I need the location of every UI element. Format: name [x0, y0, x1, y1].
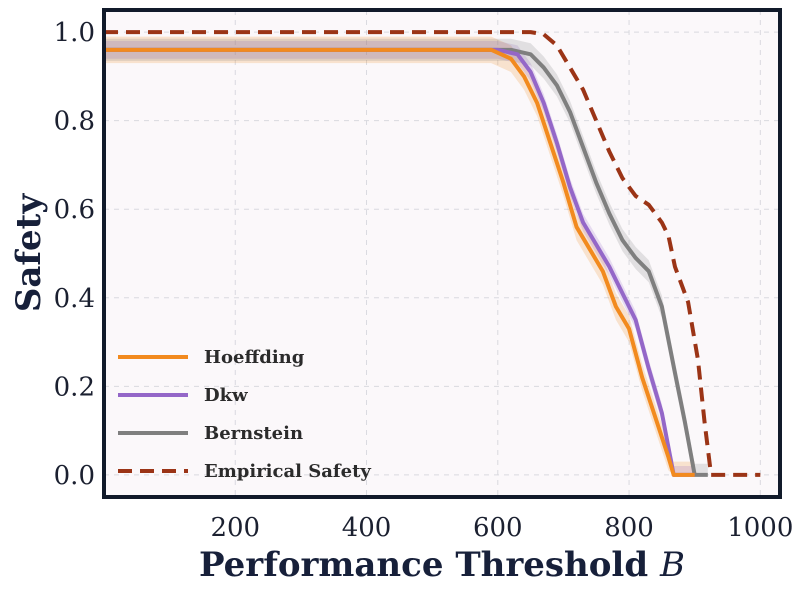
x-tick-labels: 200 400 600 800 1000 [210, 513, 792, 543]
plot-frame [102, 8, 782, 499]
confidence-bands [104, 36, 708, 475]
y-tick-label: 1.0 [54, 18, 95, 48]
x-axis-title-text: Performance Threshold [199, 545, 648, 585]
x-tick-label: 1000 [727, 513, 792, 543]
legend: Hoeffding Dkw Bernstein Empirical Safety [118, 347, 371, 482]
x-tick-label: 600 [473, 513, 523, 543]
y-axis-title: Safety [9, 193, 49, 313]
legend-label: Empirical Safety [204, 461, 371, 482]
plot-background [104, 10, 780, 497]
confidence-band-0 [104, 36, 695, 475]
x-tick-label: 400 [342, 513, 392, 543]
series-line-2 [104, 47, 708, 477]
x-tick-label: 200 [210, 513, 260, 543]
series-line-0 [104, 47, 695, 477]
legend-label: Hoeffding [204, 347, 305, 368]
x-axis-title: Performance Threshold B [199, 545, 685, 585]
y-tick-label: 0.2 [54, 372, 95, 402]
series-line-1 [104, 47, 695, 477]
x-axis-title-variable: B [659, 545, 685, 585]
legend-label: Dkw [204, 385, 248, 406]
y-tick-label: 0.0 [54, 461, 95, 491]
y-tick-label: 0.8 [54, 107, 95, 137]
legend-label: Bernstein [204, 423, 303, 444]
y-tick-label: 0.4 [54, 284, 95, 314]
x-tick-label: 800 [604, 513, 654, 543]
series-lines [104, 30, 761, 477]
y-tick-label: 0.6 [54, 195, 95, 225]
y-tick-labels: 0.0 0.2 0.4 0.6 0.8 1.0 [54, 18, 95, 491]
series-line-3 [104, 30, 761, 477]
